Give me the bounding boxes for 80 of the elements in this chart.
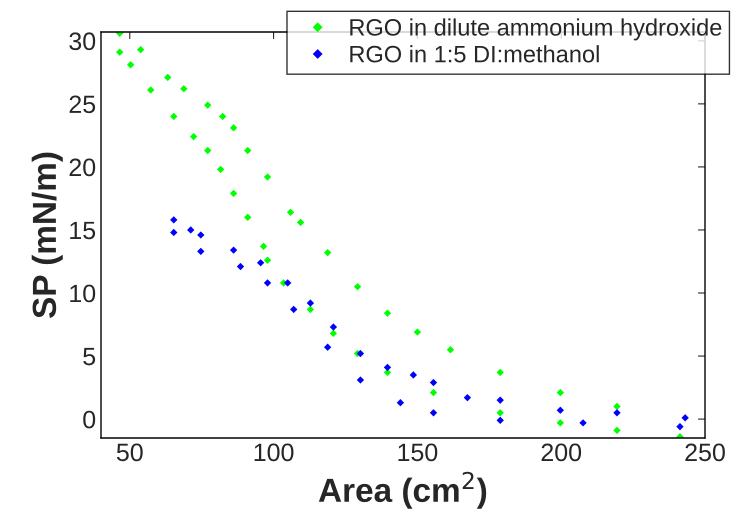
point [187,226,194,234]
point [613,426,621,434]
point [170,216,178,224]
point [330,323,338,331]
point [236,262,244,270]
point [446,346,454,354]
point [496,409,504,416]
y-tick-label: 25 [70,95,96,114]
legend-label: RGO in 1:5 DI:methanol [350,45,599,62]
x-tick-label: 200 [542,444,582,462]
point [286,208,294,216]
point [613,409,621,416]
point [556,406,564,414]
point [414,328,422,336]
point [384,310,392,317]
point [430,409,438,416]
point [218,112,226,120]
point [324,248,332,256]
point [681,414,689,422]
point [496,416,504,424]
point [170,228,178,236]
point [256,259,264,266]
point [296,218,304,226]
point [264,279,272,287]
point [384,364,392,372]
y-tick-label: 10 [70,284,96,302]
point [230,124,238,132]
legend-label: RGO in dilute ammonium hydroxide [350,18,722,40]
point [190,132,198,140]
point [354,283,362,290]
point [164,74,172,82]
y-tick-label: 0 [83,410,96,428]
point [244,214,252,222]
point [556,388,564,396]
point [197,231,204,239]
point [147,86,154,94]
point [126,61,134,68]
y-tick-label: 30 [69,32,96,50]
point [464,394,472,402]
point [430,378,438,386]
point [496,368,504,376]
point [244,146,252,154]
x-axis-title: Area (cm$^{2}$) [318,472,486,509]
point [264,173,272,181]
y-tick-label: 15 [70,222,96,240]
point [396,399,404,406]
point [410,371,418,379]
point [306,299,314,307]
point [306,306,314,314]
point [264,256,272,264]
point [430,388,438,396]
point [676,422,684,430]
point [116,48,124,56]
point [197,248,204,256]
x-tick-label: 50 [116,444,143,462]
point [330,330,338,338]
point [356,376,364,384]
point [204,101,212,109]
point [496,396,504,404]
x-tick-label: 100 [254,444,294,462]
point [230,190,238,198]
point [556,419,564,427]
point [290,306,298,314]
point [180,85,188,92]
point [579,419,587,427]
point [230,246,238,254]
point [260,242,268,250]
y-axis-title: SP (mN/m) [32,152,63,318]
y-tick-label: 5 [83,348,96,366]
point [170,112,178,120]
x-tick-label: 250 [685,444,725,462]
point [613,402,621,410]
point [137,46,144,54]
point [356,350,364,358]
point [284,279,292,287]
x-tick-label: 150 [398,444,438,462]
point [324,344,332,351]
point [204,146,212,154]
point [216,166,224,174]
y-tick-label: 20 [70,158,96,176]
